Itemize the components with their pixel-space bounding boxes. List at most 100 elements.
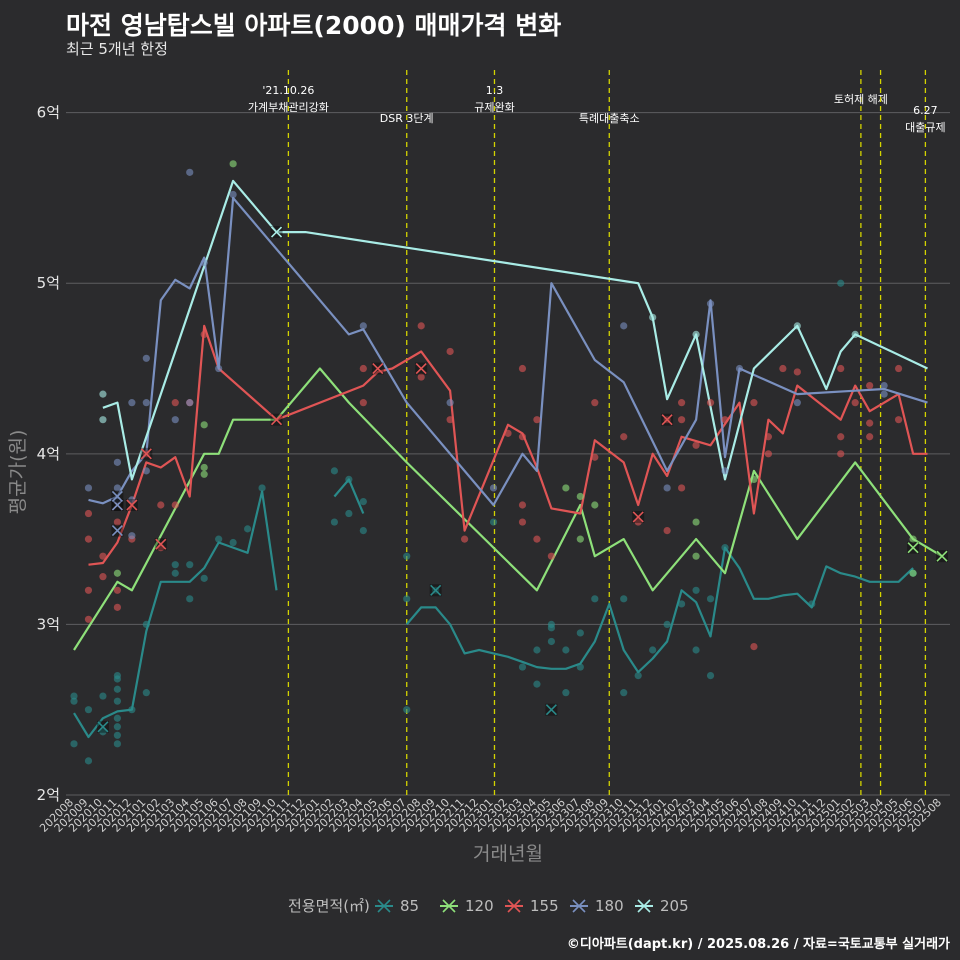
point-180 <box>142 399 150 407</box>
point-180 <box>793 399 801 407</box>
cross-mark-155 <box>372 362 384 375</box>
point-180 <box>84 484 93 492</box>
legend-label-155: 155 <box>530 897 559 915</box>
point-155 <box>591 453 599 461</box>
point-85 <box>489 518 498 526</box>
point-85 <box>171 569 179 577</box>
cross-mark-155 <box>270 414 283 426</box>
point-155 <box>533 416 541 424</box>
x-axis-title: 거래년월 <box>473 843 543 865</box>
point-85 <box>403 552 411 560</box>
point-205 <box>649 313 657 321</box>
point-155 <box>764 433 773 441</box>
point-85 <box>215 535 223 543</box>
point-85 <box>345 509 353 518</box>
point-120 <box>113 569 121 577</box>
policy-event-label: 특례대출축소 <box>579 112 640 125</box>
point-180 <box>620 322 628 330</box>
point-85 <box>533 680 541 688</box>
point-155 <box>518 364 527 373</box>
point-155 <box>678 484 686 492</box>
point-155 <box>171 501 179 509</box>
series-line-85 <box>333 478 365 514</box>
point-155 <box>417 322 425 330</box>
point-85 <box>562 689 570 697</box>
point-180 <box>735 364 744 373</box>
point-85 <box>706 671 715 680</box>
point-155 <box>678 399 686 407</box>
point-155 <box>866 419 874 427</box>
point-155 <box>417 373 425 381</box>
point-120 <box>200 470 208 478</box>
point-180 <box>215 364 223 373</box>
point-85 <box>808 600 816 608</box>
point-180 <box>359 322 367 330</box>
point-85 <box>70 692 78 700</box>
point-120 <box>692 552 700 560</box>
legend: 전용면적(㎡) 85 120 155 180 205 <box>288 897 689 915</box>
point-85 <box>547 637 556 646</box>
point-180 <box>229 190 237 199</box>
point-120 <box>750 475 758 484</box>
point-155 <box>837 433 845 441</box>
legend-key-cross <box>637 899 651 913</box>
point-85 <box>70 740 78 748</box>
series-line-155 <box>88 324 928 566</box>
point-85 <box>258 484 266 492</box>
point-155 <box>634 518 642 526</box>
series-line-180 <box>88 196 928 507</box>
y-axis: 2억 3억 4억 5억 6억 <box>37 104 60 804</box>
cross-mark-205 <box>270 226 283 238</box>
point-85 <box>113 714 121 722</box>
point-120 <box>692 518 700 526</box>
legend-label-85: 85 <box>400 897 419 915</box>
legend-title: 전용면적(㎡) <box>288 897 370 915</box>
point-85 <box>562 646 570 654</box>
point-155 <box>84 535 93 543</box>
policy-event-label: 대출규제 <box>905 121 945 134</box>
point-155 <box>663 526 671 535</box>
point-85 <box>403 595 411 603</box>
point-205 <box>99 416 107 424</box>
point-155 <box>518 501 527 509</box>
point-85 <box>533 646 541 654</box>
point-120 <box>591 501 599 509</box>
point-85 <box>663 620 671 629</box>
point-155 <box>113 518 121 526</box>
point-155 <box>359 364 367 373</box>
point-85 <box>837 279 845 287</box>
point-155 <box>750 399 758 407</box>
point-85 <box>84 757 93 765</box>
point-85 <box>113 723 121 731</box>
point-155 <box>837 364 845 373</box>
chart-title: 마전 영남탑스빌 아파트(2000) 매매가격 변화 <box>66 11 562 40</box>
policy-event-label: 토허제 해제 <box>834 92 888 106</box>
point-180 <box>113 484 121 492</box>
point-85 <box>706 595 715 603</box>
point-205 <box>99 390 107 398</box>
point-155 <box>620 433 628 441</box>
point-155 <box>446 347 454 356</box>
point-85 <box>113 671 121 680</box>
point-85 <box>620 689 628 697</box>
point-120 <box>200 463 208 472</box>
point-155 <box>895 416 903 424</box>
point-155 <box>113 586 121 594</box>
legend-key-cross <box>442 899 456 913</box>
point-85 <box>591 595 599 603</box>
series-lines <box>73 179 943 739</box>
cross-mark-120 <box>907 542 919 554</box>
point-85 <box>403 706 411 714</box>
point-155 <box>547 552 556 560</box>
legend-label-120: 120 <box>465 897 494 915</box>
point-85 <box>692 646 700 654</box>
series-line-85 <box>405 546 914 674</box>
cross-mark-155 <box>126 499 138 511</box>
policy-event-label: '21.10.26 <box>262 84 314 97</box>
point-180 <box>446 399 454 407</box>
cross-mark-120 <box>936 550 948 562</box>
legend-key-cross <box>377 899 391 913</box>
y-tick-label: 4억 <box>37 445 60 463</box>
point-155 <box>851 399 859 407</box>
point-205 <box>851 330 859 339</box>
